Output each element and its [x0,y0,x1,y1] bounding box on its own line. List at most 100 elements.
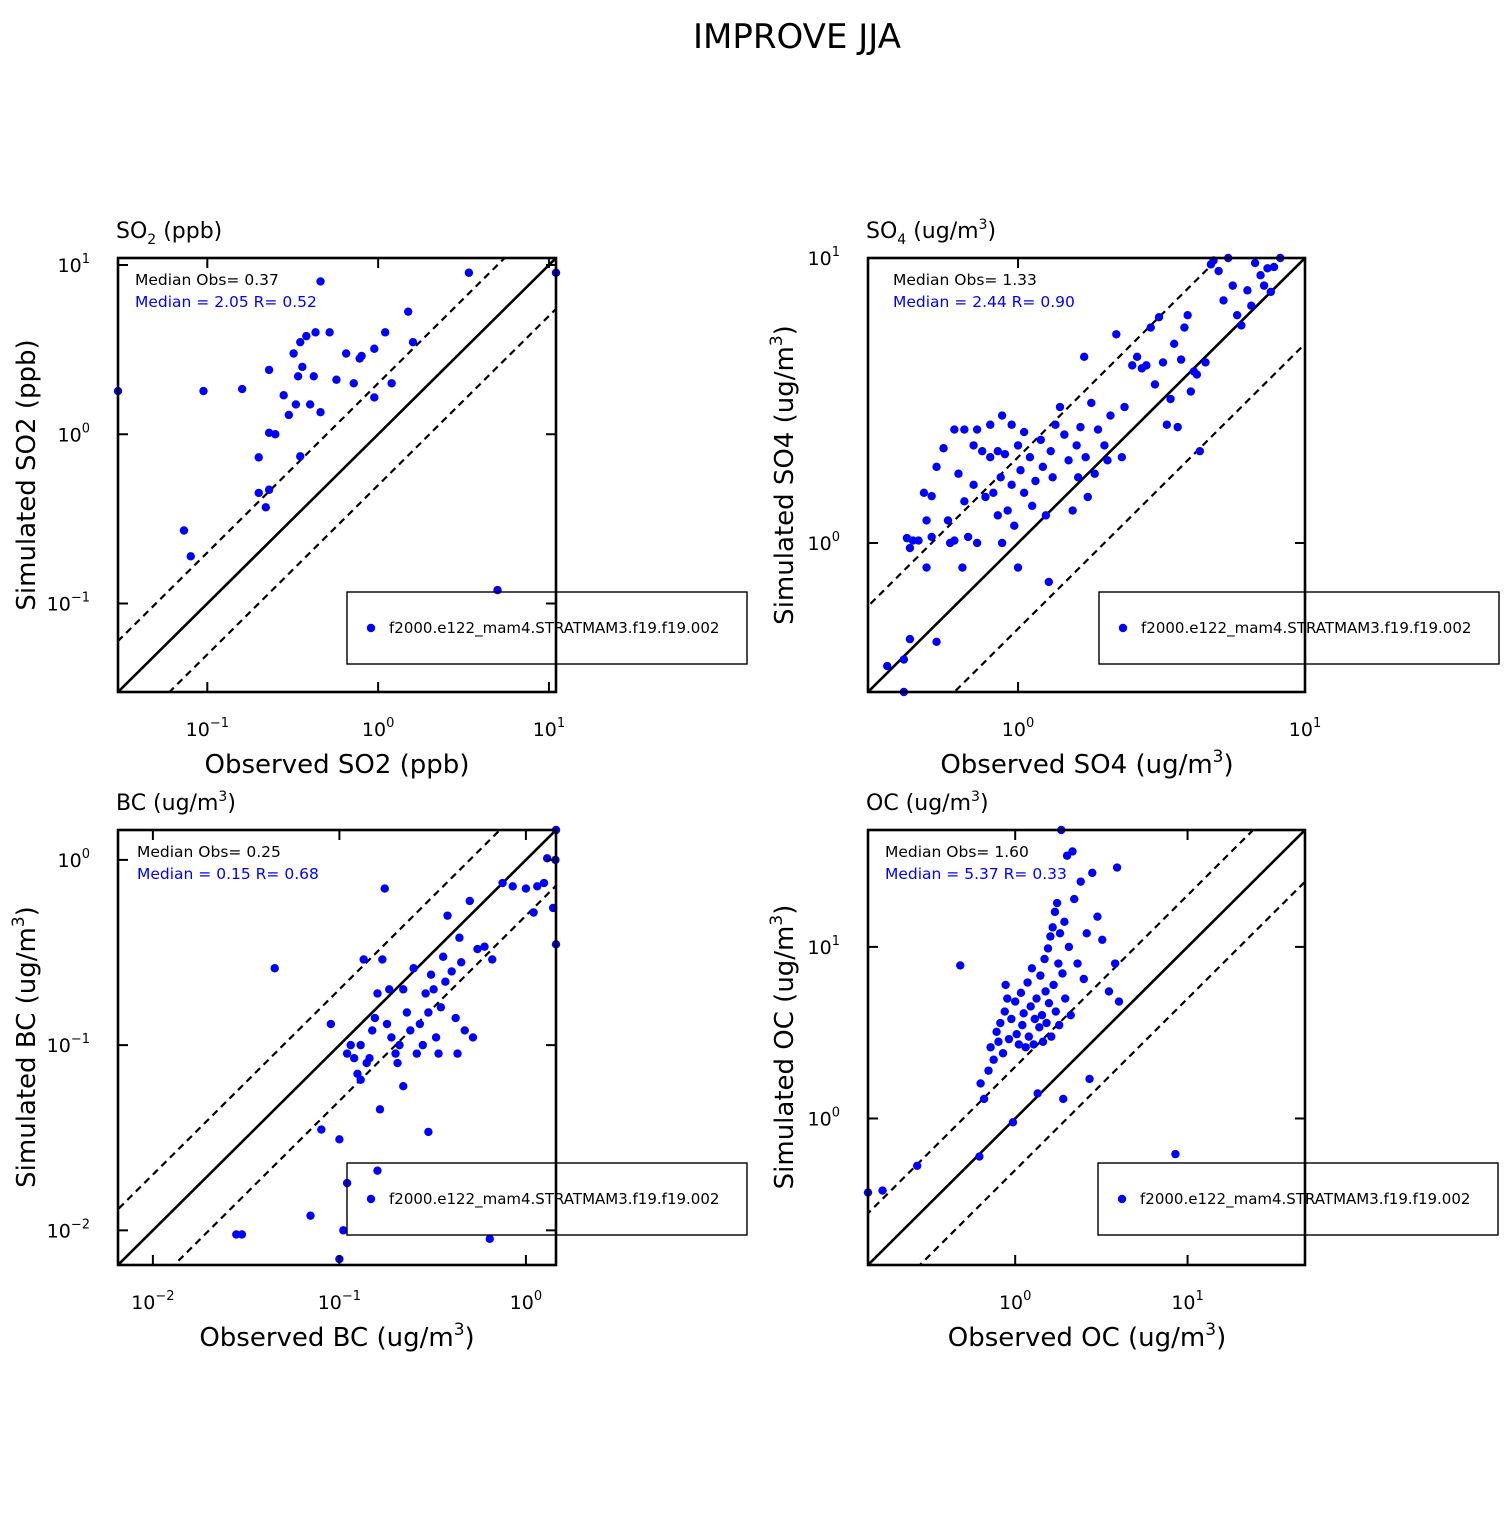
bc-data-point [533,882,542,891]
so4-data-point [1103,456,1112,465]
so4-data-point [927,532,936,542]
bc-data-point [508,882,517,891]
bc-data-point [385,985,394,994]
bc-data-point [237,1230,247,1239]
so4-data-point [1090,469,1099,478]
so2-data-point [264,365,274,375]
so4-median-obs: Median Obs= 1.33 [893,271,1037,289]
oc-data-point [1010,997,1020,1006]
so4-data-point [1093,425,1103,434]
so4-data-point [963,532,973,542]
so2-data-point [264,485,274,494]
so4-data-point [1031,476,1040,486]
so4-data-point [1243,286,1252,295]
so2-y-axis-label: Simulated SO2 (ppb) [12,339,42,610]
so4-data-point [1055,402,1065,412]
so2-x-tick-label: 100 [362,716,394,741]
bc-data-point [415,1019,425,1029]
so4-data-point [989,488,998,498]
bc-plot-frame [116,828,558,1267]
oc-data-point [1012,1029,1021,1039]
oc-data-point [1043,944,1053,953]
so4-data-point [1162,420,1172,429]
so4-data-point [1019,427,1029,437]
so4-data-point [1180,323,1189,332]
bc-one-to-one-line [118,830,556,1265]
bc-data-point [368,1026,377,1035]
oc-data-point [1055,929,1065,938]
bc-two-to-one-line [118,830,502,1211]
bc-data-point [468,1033,478,1042]
bc-data-point [412,1049,421,1058]
oc-data-point [1019,1009,1028,1018]
bc-data-point [349,1053,359,1063]
so2-legend: f2000.e122_mam4.STRATMAM3.f19.f19.002 [346,591,748,665]
bc-data-point [380,884,389,893]
oc-data-point [1112,863,1122,872]
oc-legend-label: f2000.e122_mam4.STRATMAM3.f19.f19.002 [1140,1190,1470,1209]
oc-data-point [1066,1010,1075,1020]
oc-data-point [1048,923,1057,932]
oc-data-point [1016,988,1026,998]
bc-data-point [375,1105,385,1114]
oc-data-point [1054,1020,1064,1030]
bc-data-point [498,878,507,888]
bc-data-point [457,958,466,967]
oc-data-point [1064,942,1074,952]
so4-data-point [950,425,959,434]
oc-data-point [975,1152,984,1161]
bc-x-tick-label: 100 [510,1289,542,1314]
so4-data-point [914,536,923,545]
so4-data-point [1166,394,1175,404]
so2-data-point [403,307,413,316]
bc-x-tick-label: 10−1 [318,1289,361,1314]
so4-data-point [986,452,995,462]
bc-data-point [529,908,538,917]
oc-data-point [1051,1007,1060,1016]
so4-data-point [1214,266,1223,276]
so4-data-point [958,563,967,572]
so4-data-point [1007,420,1016,429]
so4-data-point [1173,422,1182,432]
oc-legend: f2000.e122_mam4.STRATMAM3.f19.f19.002 [1097,1162,1499,1236]
bc-y-axis-label: Simulated BC (ug/m3) [9,906,42,1188]
bc-x-tick-label: 10−2 [131,1289,174,1314]
so4-data-point [1247,301,1256,310]
bc-data-point [326,1019,336,1029]
oc-data-point [1033,1089,1042,1098]
panel-so2: SO2 (ppb) Observed SO2 (ppb) Simulated S… [12,219,748,780]
bc-data-point [339,1226,348,1235]
so2-data-point [254,453,263,462]
so4-median-sim: Median = 2.44 R= 0.90 [893,293,1075,311]
so4-data-point [1100,441,1109,450]
oc-one-to-one-line [868,830,1305,1265]
so2-data-point [309,372,318,381]
so4-y-tick-label: 100 [808,530,840,555]
so4-y-tick-label: 101 [808,245,840,270]
oc-data-point [1085,1074,1094,1084]
so2-data-point [380,328,390,337]
so4-data-point [943,516,953,525]
bc-median-sim: Median = 0.15 R= 0.68 [137,865,319,883]
oc-data-point [1114,997,1124,1006]
so4-data-point [1256,271,1265,280]
so4-data-point [1183,310,1192,320]
oc-data-point [989,1055,998,1064]
bc-data-point [356,1075,365,1084]
so4-x-tick-label: 101 [1289,716,1321,741]
so2-data-point [408,337,418,347]
oc-data-point [1023,978,1032,987]
so2-data-point [199,386,208,396]
bc-data-point [473,944,482,954]
so4-data-point [972,538,982,548]
so2-data-point [298,362,307,372]
so4-data-point [1195,446,1205,456]
oc-data-point [1068,847,1077,856]
so2-plot-area [118,258,556,692]
so4-data-point [1263,264,1272,273]
oc-data-point [1036,971,1045,980]
so4-data-point [905,634,915,644]
bc-data-point [317,1125,326,1134]
so4-data-point [1003,506,1012,515]
